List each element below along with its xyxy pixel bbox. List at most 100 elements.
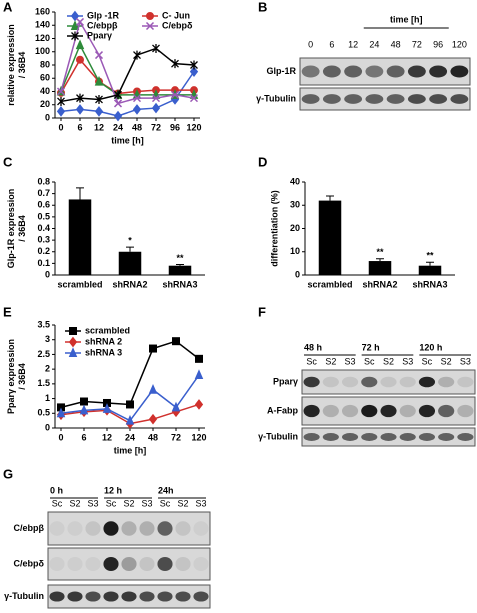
band [175, 521, 191, 536]
significance: ** [426, 251, 434, 261]
panel-label: C [3, 154, 13, 169]
marker [171, 59, 179, 69]
y-tick-label: 40 [40, 86, 50, 96]
band [365, 94, 384, 104]
x-tick-label: 72 [171, 432, 181, 442]
y-tick-label: 2 [45, 364, 50, 374]
band [457, 433, 474, 441]
y-tick-label: 20 [290, 223, 300, 233]
group-label: 12 h [104, 485, 122, 495]
lane-label: S3 [460, 356, 471, 366]
bar [318, 200, 342, 275]
marker [170, 90, 180, 99]
lane-label: S3 [195, 498, 206, 508]
row-label: Glp-1R [266, 66, 296, 76]
legend-label: scrambled [85, 325, 130, 335]
y-axis-label: Glp-1R expression [6, 189, 16, 269]
x-tick-label: scrambled [307, 279, 352, 289]
marker [79, 404, 89, 415]
row-label: γ-Tubulin [258, 431, 298, 441]
bar [168, 265, 192, 275]
y-axis-label: relative expression [6, 24, 16, 106]
marker [94, 75, 104, 86]
x-tick-label: 48 [148, 432, 158, 442]
y-tick-label: 30 [290, 200, 300, 210]
marker [125, 414, 135, 425]
band [121, 591, 137, 602]
band [322, 433, 339, 441]
y-tick-label: 0.7 [37, 188, 50, 198]
marker [76, 55, 84, 64]
y-tick-label: 160 [35, 6, 50, 16]
band [139, 521, 155, 536]
error-bar [326, 195, 334, 201]
band [49, 556, 65, 572]
panel-label: G [3, 466, 13, 481]
marker [56, 407, 66, 418]
legend-label: C- Jun [162, 10, 190, 20]
band [457, 404, 474, 418]
lane-label: Sc [160, 498, 171, 508]
x-tick-label: 96 [170, 122, 180, 132]
marker [75, 104, 85, 115]
band [139, 591, 155, 602]
lane-label: 72 [412, 39, 422, 49]
legend-label: Glp -1R [87, 10, 120, 20]
band [407, 65, 426, 78]
band [386, 94, 405, 104]
group-label: 0 h [50, 485, 63, 495]
marker [194, 369, 204, 380]
y-tick-label: 60 [40, 73, 50, 83]
marker [102, 403, 112, 413]
marker [56, 106, 66, 117]
row-label: A-Fabp [267, 405, 298, 415]
marker [75, 17, 85, 26]
band [418, 404, 436, 418]
band [399, 433, 416, 441]
marker [56, 87, 66, 96]
legend-marker [69, 327, 77, 335]
band [380, 404, 397, 418]
band [407, 94, 426, 104]
y-tick-label: 140 [35, 20, 50, 30]
x-axis-label: time [h] [114, 445, 147, 455]
lane-label: 6 [329, 39, 334, 49]
lane-label: S2 [123, 498, 134, 508]
lane-label: 120 [452, 39, 467, 49]
band [85, 591, 101, 602]
band [386, 65, 405, 78]
lane-label: Sc [106, 498, 117, 508]
y-tick-label: 0 [45, 422, 50, 432]
y-tick-label: 0 [295, 269, 300, 279]
band [344, 65, 363, 78]
marker [195, 354, 203, 363]
band [193, 556, 209, 572]
row-label: Pparγ [273, 376, 298, 386]
marker [126, 400, 134, 409]
band [157, 521, 173, 536]
band [303, 404, 320, 418]
band [49, 591, 65, 602]
group-label: 72 h [362, 342, 380, 352]
y-axis-label: / 36B4 [17, 215, 27, 242]
row-label: C/ebpβ [14, 523, 45, 533]
x-tick-label: 6 [77, 122, 82, 132]
band [85, 556, 101, 572]
row-label: γ-Tubulin [256, 93, 296, 103]
band [301, 65, 320, 78]
lane-label: S2 [441, 356, 452, 366]
legend-marker [145, 21, 155, 31]
marker [148, 383, 158, 394]
blot-strip [299, 87, 471, 111]
band [361, 433, 378, 441]
band [303, 376, 320, 388]
band [418, 376, 436, 388]
marker [190, 60, 198, 70]
band [157, 591, 173, 602]
x-tick-label: 120 [191, 432, 206, 442]
y-tick-label: 10 [290, 246, 300, 256]
marker [95, 94, 103, 104]
x-tick-label: 6 [81, 432, 86, 442]
group-label: 120 h [419, 342, 442, 352]
x-tick-label: 0 [58, 432, 63, 442]
